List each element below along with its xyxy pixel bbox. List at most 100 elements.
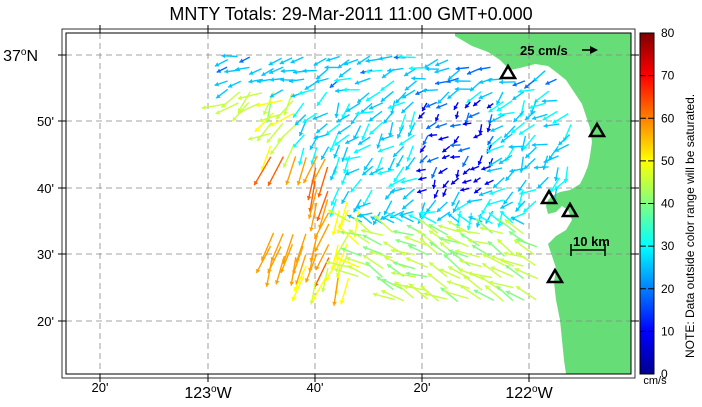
current-vector-shaft [336, 209, 349, 235]
current-vector-head [336, 229, 341, 234]
colorbar-tick-label: 60 [661, 111, 675, 125]
current-vector-head [360, 69, 365, 75]
current-vector-head [394, 281, 400, 286]
current-vector-head [439, 242, 445, 247]
current-vector-head [298, 131, 304, 137]
current-vector-head [525, 153, 530, 158]
current-vector-shaft [302, 155, 318, 184]
current-vector-head [505, 176, 510, 181]
current-vector-head [423, 292, 428, 297]
lat-label-30: 30' [37, 247, 54, 262]
current-vector-head [487, 104, 492, 109]
current-vector-head [228, 83, 233, 88]
current-vector-head [455, 66, 460, 71]
current-vector-head [353, 148, 359, 154]
current-vector-head [442, 192, 447, 197]
current-vector-shaft [315, 244, 330, 271]
current-vector-head [446, 235, 451, 241]
current-vector-head [467, 70, 472, 75]
current-vector-head [298, 90, 303, 95]
current-vector-shaft [215, 102, 239, 115]
current-vector-head [442, 154, 447, 160]
station-marker [587, 121, 607, 138]
current-vector-head [305, 278, 310, 283]
current-vector-head [329, 147, 334, 152]
current-vector-shaft [408, 283, 429, 300]
current-vector-shaft [459, 284, 482, 300]
current-vector-head [523, 207, 528, 213]
hf-radar-stations [498, 63, 607, 284]
current-vector-shaft [316, 190, 329, 222]
colorbar-tick-label: 70 [661, 69, 675, 83]
current-vector-head [310, 160, 315, 165]
current-vector-head [455, 228, 461, 233]
current-vector-shaft [405, 257, 428, 269]
current-vector-head [519, 130, 524, 135]
current-vector-head [387, 264, 392, 269]
current-vector-head [504, 133, 509, 138]
current-vector-head [404, 71, 409, 76]
current-vector-head [362, 234, 368, 239]
current-vector-head [348, 265, 353, 270]
current-vector-shaft [514, 267, 538, 280]
current-vector-shaft [307, 167, 317, 201]
current-vector-head [395, 238, 400, 244]
current-vector-head [478, 215, 483, 220]
current-vector-head [342, 87, 347, 93]
current-vector-head [377, 170, 382, 176]
scale-bar [570, 244, 606, 256]
current-vector-head [429, 262, 434, 267]
colorbar-tick-label: 10 [661, 324, 675, 338]
current-vector-head [355, 204, 361, 210]
current-vector-head [401, 108, 406, 114]
current-vector-head [344, 61, 349, 66]
current-vector-head [337, 130, 342, 135]
current-vector-head [312, 296, 317, 301]
current-vector-head [503, 199, 508, 205]
current-vector-head [452, 208, 457, 213]
current-vector-shaft [310, 202, 318, 232]
current-vector-head [478, 191, 484, 197]
colorbar: 80 70 60 50 40 30 20 10 0 cm/s NOTE: Data outsid… [639, 26, 697, 387]
current-vector-head [442, 148, 447, 153]
station-marker [545, 267, 565, 284]
current-vector-head [490, 127, 495, 132]
current-vector-head [341, 114, 346, 119]
current-vector-head [534, 165, 538, 170]
current-vector-shaft [427, 272, 448, 290]
current-vector-shaft [446, 235, 469, 248]
current-vector-shaft [334, 256, 360, 268]
current-vector-head [390, 189, 395, 194]
current-vector-head [418, 176, 423, 181]
current-vector-head [478, 66, 483, 72]
current-vector-head [435, 61, 440, 67]
current-vector-head [447, 94, 452, 99]
current-vector-head [537, 184, 542, 189]
current-vector-shaft [446, 280, 470, 290]
current-vector-head [345, 139, 350, 144]
current-vector-head [421, 214, 426, 219]
current-vector-head [420, 148, 425, 153]
current-vector-head [365, 58, 370, 63]
current-vector-head [486, 201, 491, 207]
current-vector-head [362, 170, 367, 176]
current-vector-head [419, 238, 425, 243]
current-vector-shaft [515, 251, 536, 266]
current-vector-head [309, 145, 314, 150]
current-vector-head [504, 219, 510, 224]
current-vector-head [514, 268, 520, 273]
current-vector-head [385, 195, 390, 200]
current-vector-shaft [253, 156, 272, 186]
current-vector-head [407, 132, 413, 137]
current-vector-head [491, 117, 496, 122]
current-vector-shaft [333, 268, 359, 277]
current-vector-head [450, 123, 455, 128]
current-vector-head [481, 209, 486, 215]
scale-vector-arrow [582, 46, 598, 54]
lat-label-40: 40' [37, 181, 54, 196]
current-vector-head [313, 61, 319, 66]
current-vector-head [478, 94, 484, 100]
current-vector-head [296, 180, 302, 186]
current-vector-head [307, 214, 313, 219]
current-vector-head [294, 121, 300, 126]
